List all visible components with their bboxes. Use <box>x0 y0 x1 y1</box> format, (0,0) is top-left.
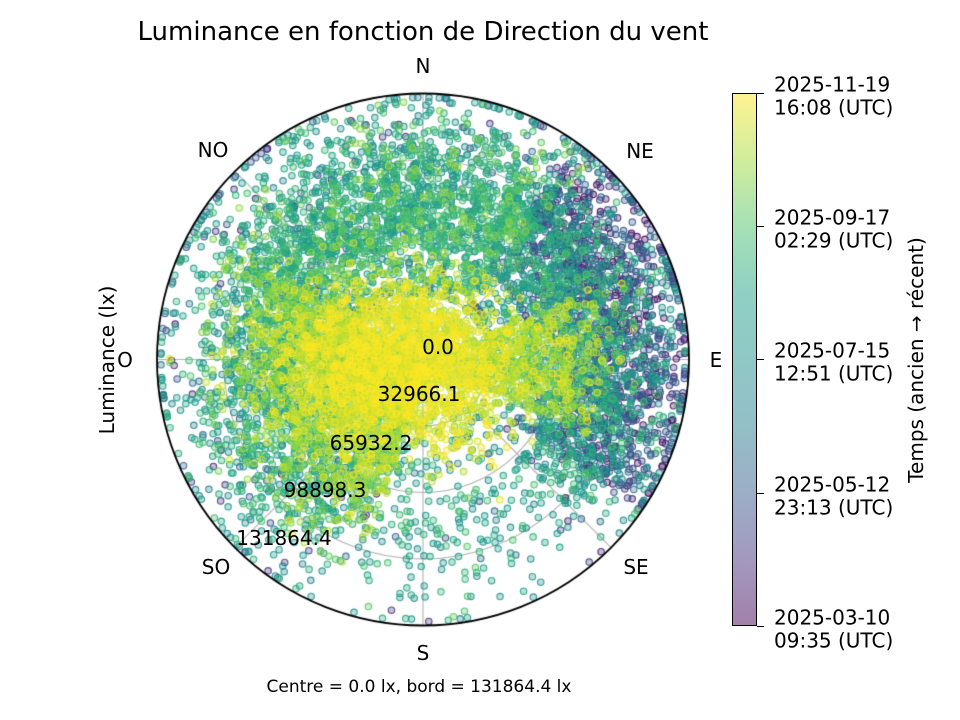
colorbar-tick <box>757 626 764 627</box>
colorbar-tick-label: 2025-11-19 16:08 (UTC) <box>774 72 894 119</box>
compass-label-se: SE <box>623 555 649 579</box>
compass-label-n: N <box>415 54 431 78</box>
radial-tick-label: 98898.3 <box>283 478 367 502</box>
colorbar-tick <box>757 359 764 360</box>
compass-label-o: O <box>117 348 133 372</box>
colorbar-tick-label: 2025-05-12 23:13 (UTC) <box>774 472 894 519</box>
compass-label-e: E <box>709 348 723 372</box>
radial-tick-label: 131864.4 <box>236 526 332 550</box>
colorbar-tick-label: 2025-09-17 02:29 (UTC) <box>774 205 894 252</box>
colorbar-tick-time: 23:13 (UTC) <box>774 495 894 519</box>
colorbar-tick-time: 16:08 (UTC) <box>774 95 894 119</box>
colorbar-gradient <box>732 93 757 626</box>
figure-caption: Centre = 0.0 lx, bord = 131864.4 lx <box>266 677 572 697</box>
radial-tick-label: 0.0 <box>422 335 454 359</box>
colorbar-tick-time: 12:51 (UTC) <box>774 361 894 385</box>
colorbar-tick <box>757 493 764 494</box>
colorbar-tick-label: 2025-07-15 12:51 (UTC) <box>774 338 894 385</box>
colorbar-axis-label: Temps (ancien → récent) <box>904 237 928 483</box>
compass-label-no: NO <box>197 138 229 162</box>
colorbar-tick-time: 09:35 (UTC) <box>774 628 894 652</box>
radial-axis-title: Luminance (lx) <box>95 285 119 435</box>
chart-title: Luminance en fonction de Direction du ve… <box>137 17 709 47</box>
compass-label-ne: NE <box>626 139 654 163</box>
colorbar-tick-label: 2025-03-10 09:35 (UTC) <box>774 605 894 652</box>
compass-label-s: S <box>416 641 430 665</box>
colorbar-tick-time: 02:29 (UTC) <box>774 228 894 252</box>
colorbar-tick-date: 2025-05-12 <box>774 472 891 497</box>
colorbar-tick-date: 2025-03-10 <box>774 605 891 630</box>
colorbar-tick <box>757 93 764 94</box>
radial-tick-label: 32966.1 <box>377 382 461 406</box>
colorbar-tick-date: 2025-09-17 <box>774 205 891 230</box>
radial-tick-label: 65932.2 <box>329 431 413 455</box>
colorbar-tick-date: 2025-07-15 <box>774 338 891 363</box>
colorbar-tick-date: 2025-11-19 <box>774 72 891 97</box>
colorbar-tick <box>757 226 764 227</box>
compass-label-so: SO <box>201 555 231 579</box>
